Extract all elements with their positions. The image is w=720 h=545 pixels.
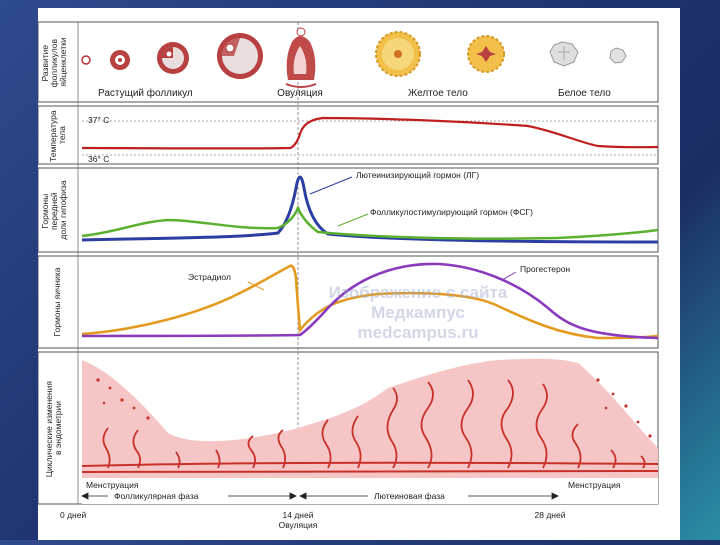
regressing-corpus-luteum-icon <box>467 35 505 73</box>
follicular-arrow-left <box>81 492 89 500</box>
menstruation-left-label: Менструация <box>86 480 139 490</box>
corpus-albicans-small-icon <box>609 47 627 64</box>
menstrual-debris <box>96 378 652 438</box>
watermark: Изображение с сайта Медкампус medcampus.… <box>329 283 508 342</box>
watermark-line-3: medcampus.ru <box>358 323 479 342</box>
pituitary-hormones-chart: Лютеинизирующий гормон (ЛГ) Фолликулости… <box>81 170 659 244</box>
follicular-phase-label: Фолликулярная фаза <box>114 491 199 501</box>
menstruation-right-label: Менструация <box>568 480 621 490</box>
basal-vessel-1 <box>81 461 659 467</box>
corpus-albicans-label: Белое тело <box>558 88 611 99</box>
ovary-row-frame <box>37 255 659 349</box>
follicular-arrow-right <box>289 492 297 500</box>
day-0-label: 0 дней <box>60 510 86 520</box>
ovary-hormones-chart: Эстрадиол Прогестерон Изображение с сайт… <box>81 262 659 342</box>
temperature-curve <box>81 116 659 150</box>
menstrual-cycle-diagram: Развитие фолликулов яйценклетки Температ… <box>37 21 659 530</box>
estradiol-curve <box>81 264 659 340</box>
corpus-luteum-label: Желтое тело <box>408 88 468 99</box>
temperature-row-frame <box>37 105 659 165</box>
follicles-row-label: Развитие фолликулов яйценклетки <box>40 37 68 88</box>
luteal-label-bg <box>368 490 468 502</box>
lh-curve <box>81 175 659 244</box>
progesterone-leader-line <box>501 271 517 281</box>
day-14-label: 14 дней <box>283 510 314 520</box>
luteal-arrow-left <box>299 492 307 500</box>
growing-follicle-label: Растущий фолликул <box>98 87 193 99</box>
endometrium-tissue <box>82 358 658 478</box>
day-28-label: 28 дней <box>535 510 566 520</box>
pituitary-row-label: Гормоны передней доли гипофиза <box>40 180 68 239</box>
primary-follicle-icon <box>110 50 130 70</box>
fsh-leader-line <box>337 213 369 227</box>
ovary-row-label: Гормоны яичника <box>52 267 62 336</box>
endometrium-illustration: Менструация Менструация <box>81 358 659 504</box>
lh-leader-line <box>309 176 353 195</box>
estradiol-label: Эстрадиол <box>188 272 231 282</box>
luteal-phase-label: Лютеиновая фаза <box>374 491 445 501</box>
follicles-row-frame <box>37 21 659 103</box>
progesterone-curve <box>81 262 659 340</box>
ovulation-day-label: Овуляция <box>279 520 318 530</box>
watermark-line-1: Изображение с сайта <box>329 283 508 302</box>
ovulation-stage-label: Овуляция <box>277 88 323 99</box>
estradiol-leader-line <box>247 281 265 291</box>
temp-low-label: 36° С <box>88 154 109 164</box>
corpus-albicans-icon <box>549 41 579 67</box>
primordial-follicle-icon <box>81 55 91 65</box>
secondary-follicle-icon <box>157 42 189 74</box>
temp-high-label: 37° С <box>88 115 109 125</box>
endometrium-row-label: Циклические изменения в эндометрии <box>44 379 63 478</box>
progesterone-label: Прогестерон <box>520 264 570 274</box>
follicular-label-bg <box>108 490 228 502</box>
temperature-row-label: Температура тела <box>48 108 67 162</box>
luteal-arrow-right <box>551 492 559 500</box>
mature-follicle-icon <box>217 33 263 79</box>
endometrial-glands <box>102 379 646 469</box>
watermark-line-2: Медкампус <box>371 303 465 322</box>
fsh-label: Фолликулостимулирующий гормон (ФСГ) <box>370 207 533 217</box>
fsh-curve <box>81 204 659 240</box>
ovulating-follicle-icon <box>285 27 317 88</box>
lh-label: Лютеинизирующий гормон (ЛГ) <box>356 170 479 180</box>
corpus-luteum-icon <box>375 31 421 77</box>
slide: Развитие фолликулов яйценклетки Температ… <box>37 8 680 540</box>
follicle-stages: Растущий фолликул Овуляция Желтое тело Б… <box>81 27 627 99</box>
pituitary-row-frame <box>37 167 659 253</box>
temperature-chart: 37° С 36° С <box>81 115 659 164</box>
